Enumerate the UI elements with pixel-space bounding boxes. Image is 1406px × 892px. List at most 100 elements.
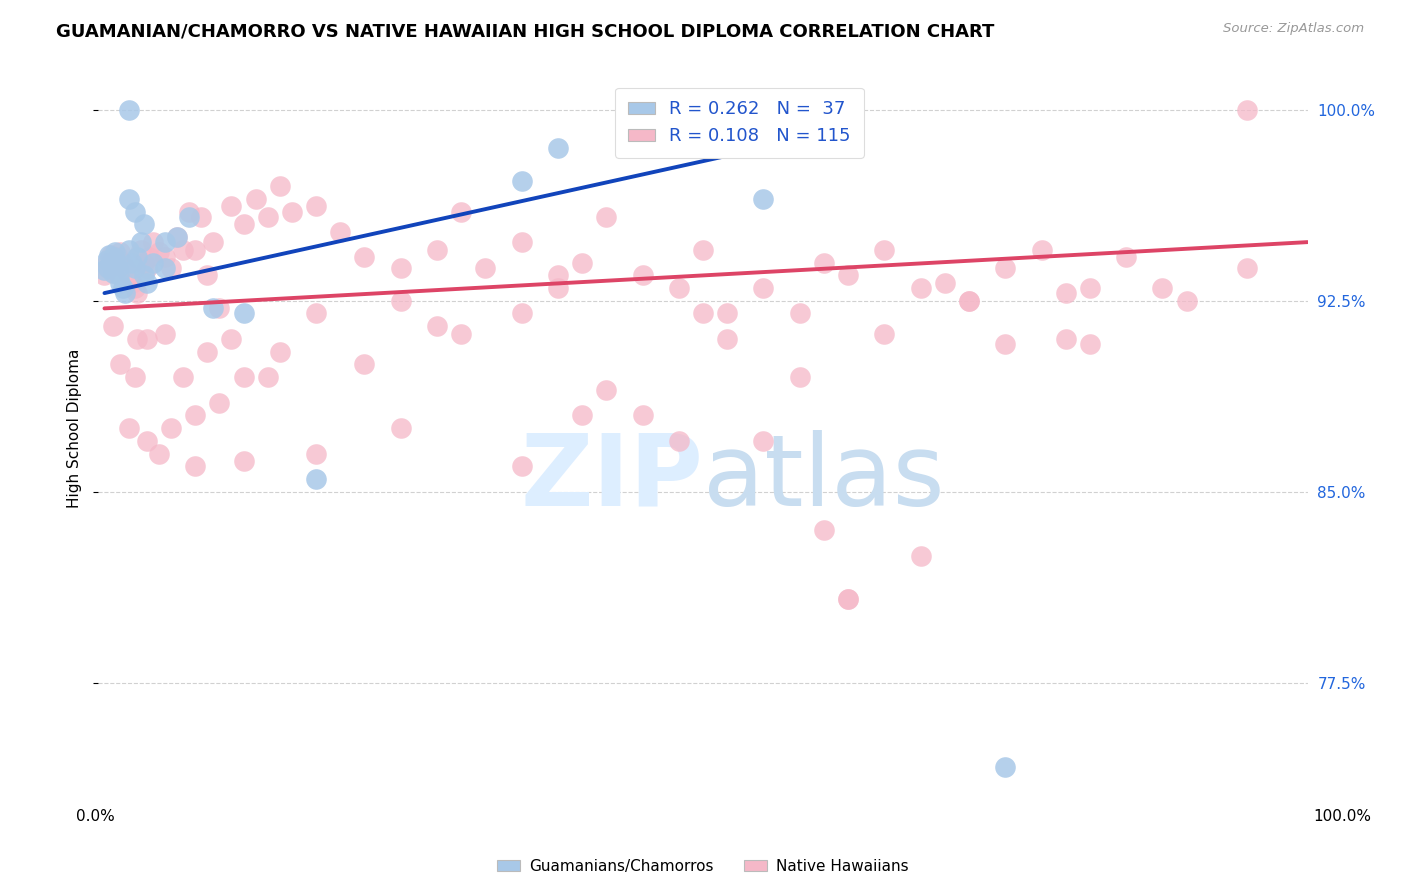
Point bbox=[837, 591, 859, 606]
Point bbox=[692, 306, 714, 320]
Point bbox=[121, 276, 143, 290]
Point bbox=[97, 260, 120, 275]
Point bbox=[752, 434, 775, 448]
Point bbox=[353, 251, 375, 265]
Point bbox=[127, 286, 149, 301]
Point bbox=[221, 332, 243, 346]
Point bbox=[103, 251, 125, 265]
Point bbox=[108, 268, 131, 283]
Point bbox=[108, 276, 131, 290]
Point bbox=[118, 243, 141, 257]
Point bbox=[93, 268, 115, 283]
Point bbox=[329, 225, 352, 239]
Point bbox=[232, 454, 254, 468]
Point bbox=[108, 358, 131, 372]
Point bbox=[426, 243, 449, 257]
Point bbox=[994, 260, 1017, 275]
Point bbox=[571, 255, 593, 269]
Point bbox=[104, 245, 127, 260]
Point bbox=[245, 192, 267, 206]
Point bbox=[101, 319, 124, 334]
Point bbox=[127, 251, 149, 265]
Legend: Guamanians/Chamorros, Native Hawaiians: Guamanians/Chamorros, Native Hawaiians bbox=[491, 853, 915, 880]
Point bbox=[305, 199, 328, 213]
Point bbox=[124, 204, 146, 219]
Text: ZIP: ZIP bbox=[520, 430, 703, 526]
Point bbox=[160, 260, 183, 275]
Point bbox=[134, 255, 156, 269]
Point bbox=[1152, 281, 1174, 295]
Point bbox=[96, 252, 118, 267]
Point bbox=[153, 326, 176, 341]
Point bbox=[547, 141, 569, 155]
Point bbox=[1175, 293, 1198, 308]
Text: GUAMANIAN/CHAMORRO VS NATIVE HAWAIIAN HIGH SCHOOL DIPLOMA CORRELATION CHART: GUAMANIAN/CHAMORRO VS NATIVE HAWAIIAN HI… bbox=[56, 22, 994, 40]
Point bbox=[184, 243, 207, 257]
Text: 0.0%: 0.0% bbox=[76, 809, 115, 823]
Point bbox=[153, 251, 176, 265]
Point bbox=[631, 268, 654, 283]
Point bbox=[305, 306, 328, 320]
Text: atlas: atlas bbox=[703, 430, 945, 526]
Point bbox=[184, 409, 207, 423]
Point bbox=[134, 268, 156, 283]
Point bbox=[837, 591, 859, 606]
Point bbox=[450, 326, 472, 341]
Point bbox=[631, 409, 654, 423]
Point bbox=[129, 235, 152, 249]
Point bbox=[305, 447, 328, 461]
Point bbox=[450, 204, 472, 219]
Point bbox=[1054, 332, 1077, 346]
Point bbox=[305, 472, 328, 486]
Point bbox=[127, 332, 149, 346]
Point bbox=[595, 383, 617, 397]
Point bbox=[124, 370, 146, 384]
Point bbox=[510, 459, 533, 474]
Point bbox=[232, 306, 254, 320]
Point bbox=[232, 370, 254, 384]
Point bbox=[716, 332, 738, 346]
Point bbox=[208, 395, 231, 409]
Point bbox=[153, 235, 176, 249]
Point bbox=[179, 204, 201, 219]
Point bbox=[873, 243, 896, 257]
Point bbox=[179, 210, 201, 224]
Point bbox=[124, 281, 146, 295]
Point bbox=[1031, 243, 1053, 257]
Point bbox=[994, 337, 1017, 351]
Point bbox=[221, 199, 243, 213]
Point bbox=[1236, 103, 1258, 117]
Point bbox=[1236, 260, 1258, 275]
Point bbox=[692, 243, 714, 257]
Point bbox=[232, 217, 254, 231]
Point bbox=[837, 268, 859, 283]
Point bbox=[957, 293, 980, 308]
Point bbox=[195, 344, 218, 359]
Point bbox=[118, 421, 141, 435]
Point bbox=[389, 421, 412, 435]
Point bbox=[104, 266, 127, 280]
Point bbox=[426, 319, 449, 334]
Point bbox=[172, 243, 194, 257]
Point bbox=[172, 370, 194, 384]
Point bbox=[353, 358, 375, 372]
Point bbox=[269, 344, 291, 359]
Point bbox=[1054, 286, 1077, 301]
Point bbox=[100, 248, 122, 262]
Point bbox=[957, 293, 980, 308]
Point bbox=[142, 255, 165, 269]
Point bbox=[101, 266, 124, 280]
Point bbox=[184, 459, 207, 474]
Point bbox=[752, 192, 775, 206]
Point bbox=[269, 179, 291, 194]
Point bbox=[789, 306, 811, 320]
Point bbox=[547, 281, 569, 295]
Point bbox=[97, 260, 120, 275]
Point bbox=[752, 281, 775, 295]
Point bbox=[1115, 251, 1137, 265]
Point bbox=[107, 251, 129, 265]
Point bbox=[668, 434, 690, 448]
Point bbox=[668, 281, 690, 295]
Point bbox=[813, 255, 835, 269]
Point bbox=[195, 268, 218, 283]
